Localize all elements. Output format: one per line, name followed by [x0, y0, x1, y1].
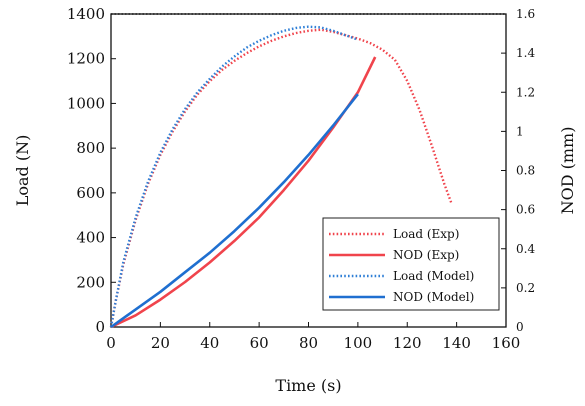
series-line-3: [109, 25, 359, 328]
x-tick-label: 80: [299, 334, 318, 352]
y-tick-label: 1400: [67, 5, 105, 23]
y2-tick-label: 1.4: [516, 46, 535, 60]
legend-label: Load (Exp): [393, 227, 459, 241]
x-axis-title: Time (s): [275, 376, 341, 395]
x-tick-label: 40: [200, 334, 219, 352]
y2-tick-label: 1.2: [516, 85, 535, 99]
y2-tick-label: 0.2: [516, 281, 535, 295]
x-tick-label: 100: [344, 334, 373, 352]
series-line-4: [110, 93, 359, 329]
legend: Load (Exp) NOD (Exp) Load (Model) NOD (Mode…: [322, 217, 500, 311]
y-tick-label: 200: [76, 273, 105, 291]
y2-tick-label: 0: [516, 320, 524, 334]
x-tick-label: 160: [492, 334, 521, 352]
y2-tick-label: 0.4: [516, 242, 535, 256]
series-layer: [109, 25, 453, 329]
y2-axis-title: NOD (mm): [558, 127, 577, 215]
x-tick-label: 60: [250, 334, 269, 352]
legend-label: Load (Model): [393, 269, 474, 283]
x-tick-label: 120: [393, 334, 422, 352]
x-tick-label: 0: [106, 334, 116, 352]
y-tick-label: 1000: [67, 94, 105, 112]
axis-ticks: 0 20 40 60 80 100 120 140 1600200400600800100012…: [67, 5, 536, 352]
y2-tick-label: 1.6: [516, 7, 535, 21]
legend-label: NOD (Model): [393, 290, 474, 304]
y2-tick-label: 0.8: [516, 164, 535, 178]
y-tick-label: 1200: [67, 50, 105, 68]
legend-label: NOD (Exp): [393, 248, 459, 262]
y-tick-label: 400: [76, 229, 105, 247]
y-axis-title: Load (N): [13, 135, 32, 207]
series-line-1: [109, 28, 453, 328]
y2-tick-label: 0.6: [516, 203, 535, 217]
y-tick-label: 0: [95, 318, 105, 336]
x-tick-label: 140: [442, 334, 471, 352]
x-tick-label: 20: [151, 334, 170, 352]
y-tick-label: 800: [76, 139, 105, 157]
y2-tick-label: 1: [516, 124, 524, 138]
y-tick-label: 600: [76, 184, 105, 202]
